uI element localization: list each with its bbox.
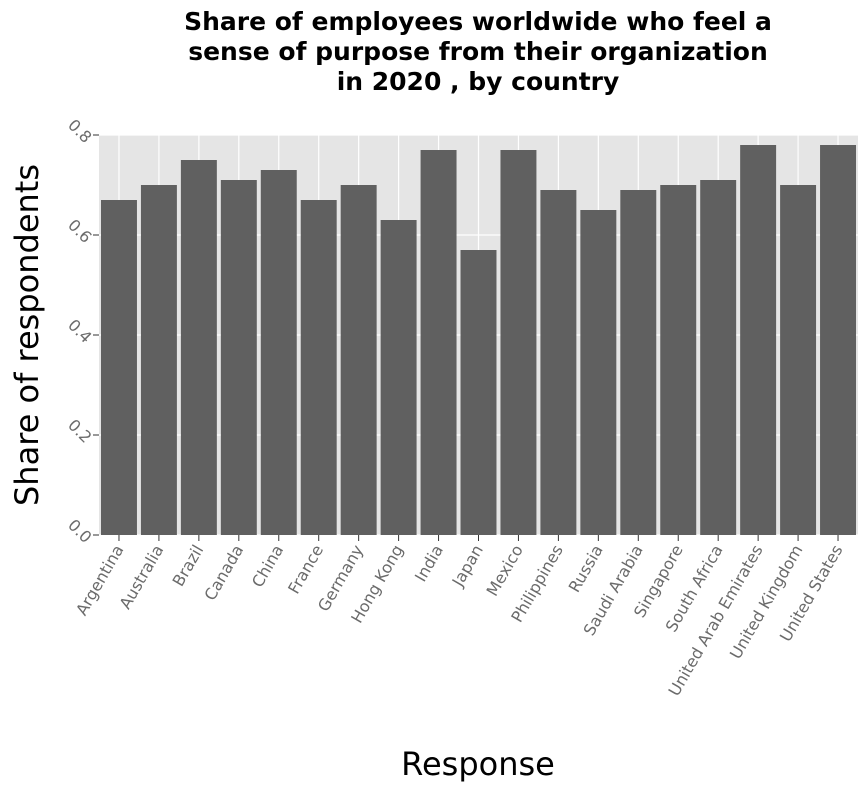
bar-united-arab-emirates (740, 145, 777, 535)
bar-mexico (500, 150, 537, 535)
bar-singapore (660, 185, 697, 535)
x-tick-label: Mexico (483, 542, 527, 600)
y-axis: 0.0 0.2 0.4 0.6 0.8 (64, 115, 99, 547)
chart-title-line-2: sense of purpose from their organization (188, 37, 768, 66)
bar-united-states (820, 145, 857, 535)
bar-russia (580, 210, 617, 535)
y-axis-title: Share of respondents (8, 164, 46, 506)
x-tick-label: Brazil (169, 542, 208, 590)
y-tick-label: 0.0 (64, 515, 95, 546)
x-tick-label: Argentina (72, 542, 127, 619)
bar-france (300, 200, 337, 535)
bar-germany (340, 185, 377, 535)
y-tick-label: 0.2 (64, 415, 95, 446)
bar-united-kingdom (780, 185, 817, 535)
x-tick-label: Russia (565, 542, 607, 596)
bar-layer (100, 145, 857, 535)
chart-title-line-1: Share of employees worldwide who feel a (184, 7, 772, 36)
bar-hong-kong (380, 220, 417, 535)
x-tick-label: Japan (448, 542, 487, 591)
bar-argentina (100, 200, 137, 535)
bar-south-africa (700, 180, 737, 535)
bar-brazil (180, 160, 217, 535)
y-tick-label: 0.8 (64, 115, 95, 146)
bar-japan (460, 250, 497, 535)
x-tick-label: India (411, 542, 447, 586)
y-tick-label: 0.6 (64, 215, 95, 246)
bar-india (420, 150, 457, 535)
bar-china (260, 170, 297, 535)
bar-saudi-arabia (620, 190, 657, 535)
bar-australia (140, 185, 177, 535)
bar-philippines (540, 190, 577, 535)
x-axis-title: Response (401, 745, 555, 783)
y-tick-label: 0.4 (64, 315, 95, 346)
bar-canada (220, 180, 257, 535)
chart-title-line-3: in 2020 , by country (337, 67, 620, 96)
x-tick-label: Canada (200, 542, 247, 604)
x-tick-label: China (248, 542, 287, 591)
x-tick-label: France (284, 542, 327, 598)
